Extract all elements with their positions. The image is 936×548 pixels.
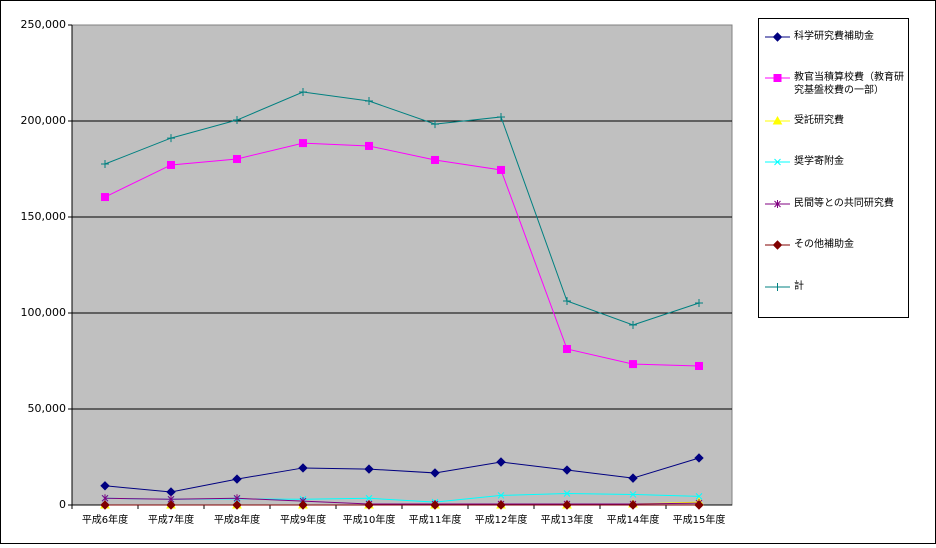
marker — [430, 468, 440, 478]
marker — [772, 115, 783, 125]
marker — [497, 492, 505, 499]
plot-area — [71, 24, 733, 506]
x-tick-label: 平成13年度 — [541, 513, 594, 526]
marker — [629, 321, 637, 329]
marker — [563, 490, 571, 497]
x-tick-label: 平成15年度 — [673, 513, 726, 526]
marker — [100, 481, 110, 491]
marker — [629, 491, 637, 498]
series-line — [104, 457, 700, 493]
legend-entry: 計 — [794, 281, 804, 292]
marker — [365, 97, 373, 106]
series-line — [104, 497, 700, 505]
legend-label: 民間等との共同研究費 — [794, 198, 894, 209]
legend-entry: 科学研究費補助金 — [794, 31, 874, 42]
x-tick-label: 平成12年度 — [475, 513, 528, 526]
marker — [167, 134, 175, 143]
marker — [497, 112, 505, 121]
marker — [364, 464, 374, 474]
marker — [562, 500, 572, 510]
marker — [298, 463, 308, 473]
series — [100, 500, 704, 510]
marker — [496, 457, 506, 467]
x-tick-label: 平成9年度 — [280, 513, 326, 526]
marker — [233, 116, 241, 125]
marker — [772, 240, 783, 250]
marker — [774, 158, 781, 166]
marker — [772, 32, 783, 42]
marker — [695, 361, 703, 370]
legend-label: その他補助金 — [794, 239, 854, 250]
legend-entry: その他補助金 — [794, 239, 854, 250]
legend-label: 計 — [794, 281, 804, 292]
marker — [101, 160, 109, 169]
x-tick-label: 平成11年度 — [409, 513, 462, 526]
legend-entry: 奨学寄附金 — [794, 156, 844, 167]
legend-label: 科学研究費補助金 — [794, 31, 874, 42]
marker — [298, 500, 308, 510]
y-tick-label: 250,000 — [21, 18, 67, 31]
marker — [100, 500, 110, 510]
marker — [774, 200, 781, 208]
marker — [232, 474, 242, 484]
marker — [299, 139, 307, 148]
series-line — [104, 142, 700, 367]
marker — [628, 500, 638, 510]
marker — [233, 155, 241, 164]
marker — [431, 155, 439, 164]
x-tick-label: 平成7年度 — [148, 513, 194, 526]
marker — [694, 500, 704, 510]
marker — [629, 360, 637, 369]
marker — [364, 500, 374, 510]
marker — [773, 283, 782, 291]
marker — [562, 465, 572, 475]
marker — [166, 500, 176, 510]
marker — [431, 120, 439, 129]
legend-label: 教官当積算校費（教育研究基盤校費の一部） — [794, 72, 904, 96]
marker — [232, 500, 242, 510]
marker — [497, 165, 505, 174]
y-tick-label: 100,000 — [21, 306, 67, 319]
legend-entry: 受託研究費 — [794, 115, 844, 126]
x-tick-label: 平成14年度 — [607, 513, 660, 526]
x-tick-label: 平成10年度 — [343, 513, 396, 526]
series — [100, 453, 704, 497]
y-tick-label: 200,000 — [21, 114, 67, 127]
marker — [628, 473, 638, 483]
y-tick-label: 50,000 — [28, 402, 67, 415]
marker — [695, 299, 703, 308]
series-line — [104, 91, 700, 326]
marker — [365, 141, 373, 150]
y-tick-label: 150,000 — [21, 210, 67, 223]
legend-label: 受託研究費 — [794, 115, 844, 126]
series — [101, 88, 703, 329]
marker — [563, 345, 571, 353]
marker — [773, 74, 782, 82]
marker — [694, 453, 704, 463]
series — [101, 139, 703, 370]
legend-label: 奨学寄附金 — [794, 156, 844, 167]
marker — [167, 160, 175, 169]
marker — [496, 500, 506, 510]
legend-entry: 教官当積算校費（教育研究基盤校費の一部） — [794, 72, 904, 96]
x-tick-label: 平成6年度 — [82, 513, 128, 526]
marker — [430, 500, 440, 510]
legend-box — [758, 18, 909, 318]
marker — [101, 193, 109, 202]
marker — [299, 88, 307, 97]
y-tick-label: 0 — [59, 498, 66, 511]
marker — [563, 297, 571, 305]
marker — [365, 494, 373, 502]
marker — [695, 493, 703, 500]
legend-entry: 民間等との共同研究費 — [794, 198, 894, 209]
x-tick-label: 平成8年度 — [214, 513, 260, 526]
